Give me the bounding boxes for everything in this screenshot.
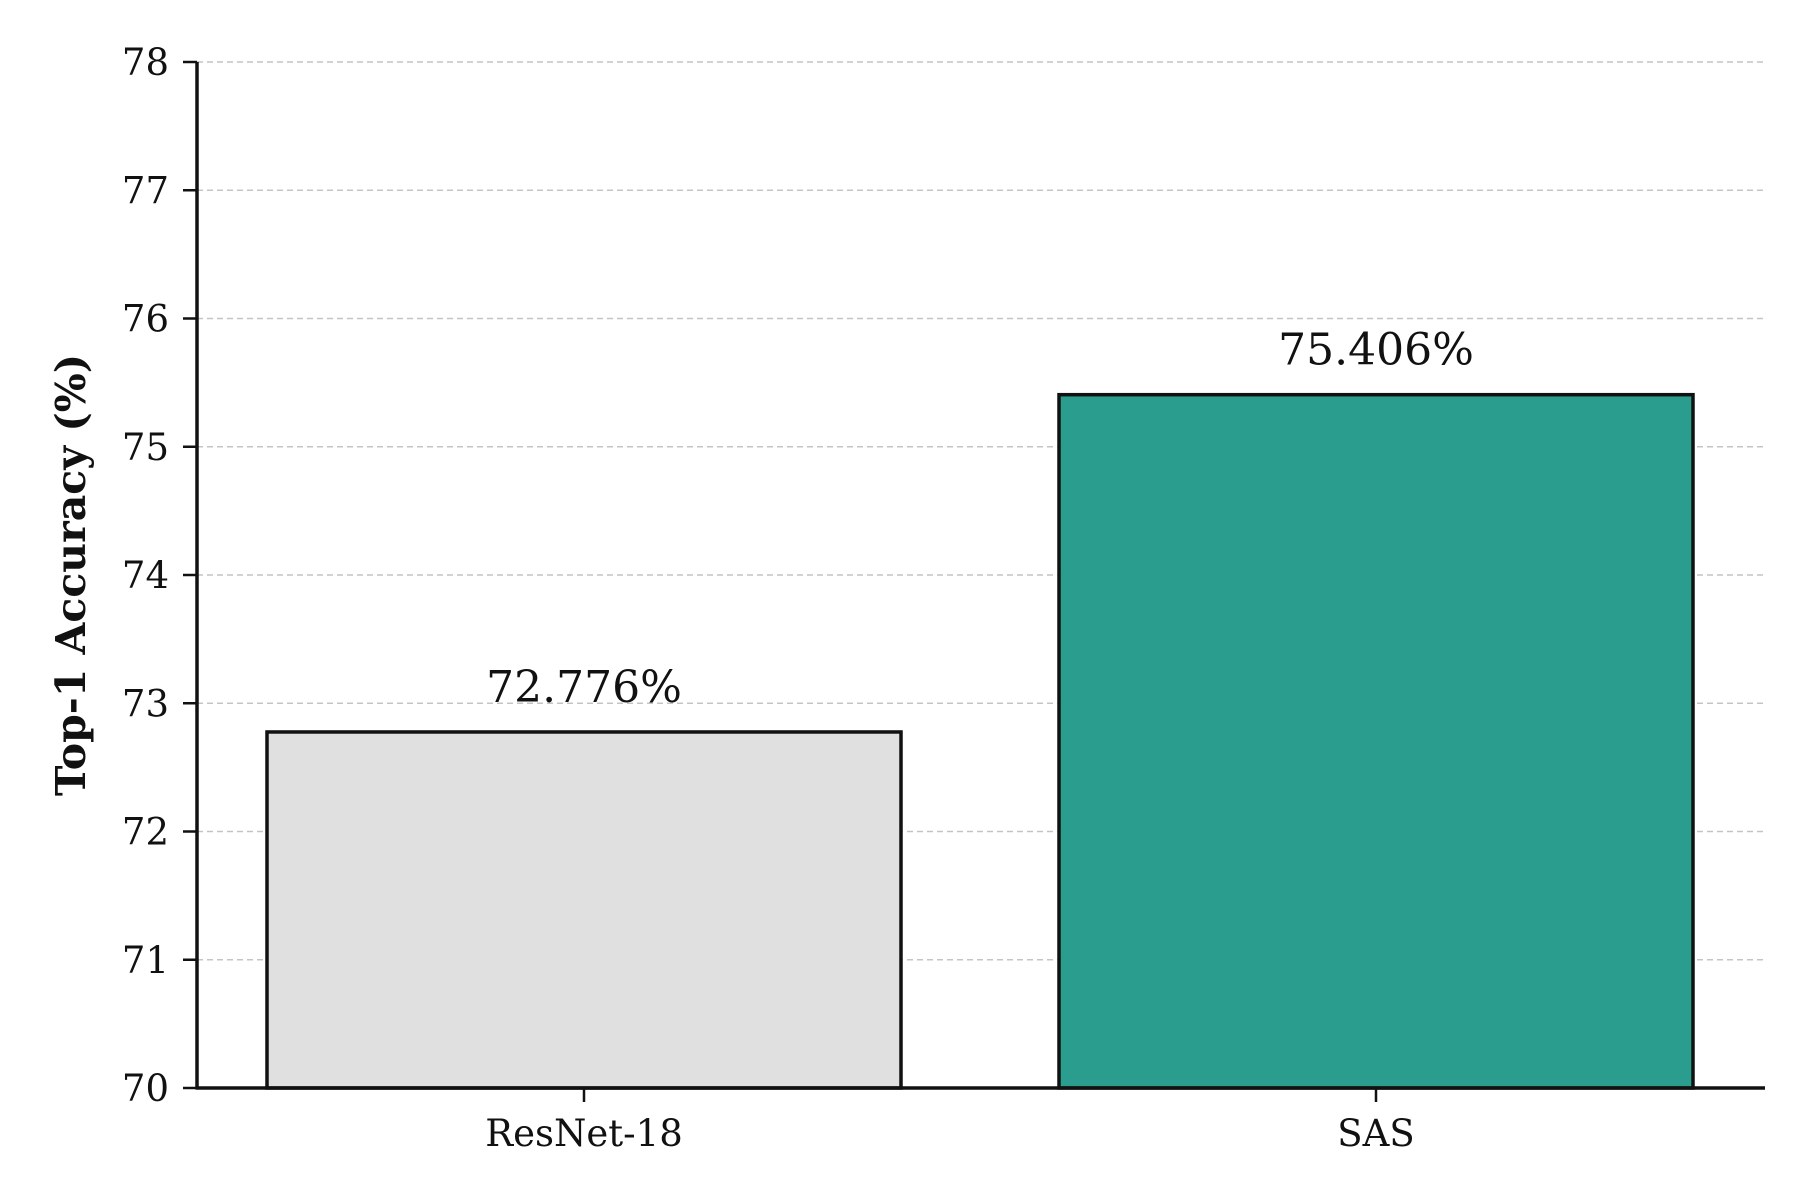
y-tick-label: 75 — [122, 426, 169, 469]
x-tick-label: SAS — [1337, 1112, 1414, 1155]
data-labels: 72.776% 75.406% — [486, 325, 1474, 713]
y-tick-label: 71 — [122, 939, 169, 982]
x-tick-label: ResNet-18 — [485, 1112, 682, 1155]
y-tick-label: 74 — [122, 554, 169, 597]
data-label-sas: 75.406% — [1278, 325, 1474, 376]
data-label-resnet-18: 72.776% — [486, 662, 682, 713]
y-tick-label: 73 — [122, 682, 169, 725]
bar-sas — [1057, 392, 1695, 1090]
y-tick-label: 78 — [122, 41, 169, 84]
y-tick-label: 70 — [122, 1067, 169, 1110]
y-ticks: 70 71 72 73 74 75 76 77 78 — [122, 41, 197, 1110]
y-tick-label: 77 — [122, 169, 169, 212]
y-tick-label: 76 — [122, 298, 169, 341]
bar-resnet-18 — [265, 730, 903, 1090]
x-ticks: ResNet-18 SAS — [485, 1088, 1415, 1155]
bars — [265, 392, 1695, 1090]
y-tick-label: 72 — [122, 811, 169, 854]
y-axis-title: Top-1 Accuracy (%) — [47, 354, 95, 796]
